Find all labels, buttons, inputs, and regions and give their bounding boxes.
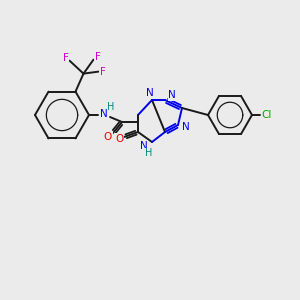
Text: N: N xyxy=(100,109,108,119)
Text: O: O xyxy=(104,132,112,142)
Text: N: N xyxy=(146,88,154,98)
Text: O: O xyxy=(115,134,123,144)
Text: H: H xyxy=(145,148,153,158)
Text: Cl: Cl xyxy=(262,110,272,120)
Text: N: N xyxy=(168,90,176,100)
Text: N: N xyxy=(182,122,190,132)
Text: F: F xyxy=(100,67,105,76)
Text: N: N xyxy=(140,141,148,151)
Text: F: F xyxy=(63,52,68,63)
Text: H: H xyxy=(107,102,115,112)
Text: F: F xyxy=(94,52,100,61)
